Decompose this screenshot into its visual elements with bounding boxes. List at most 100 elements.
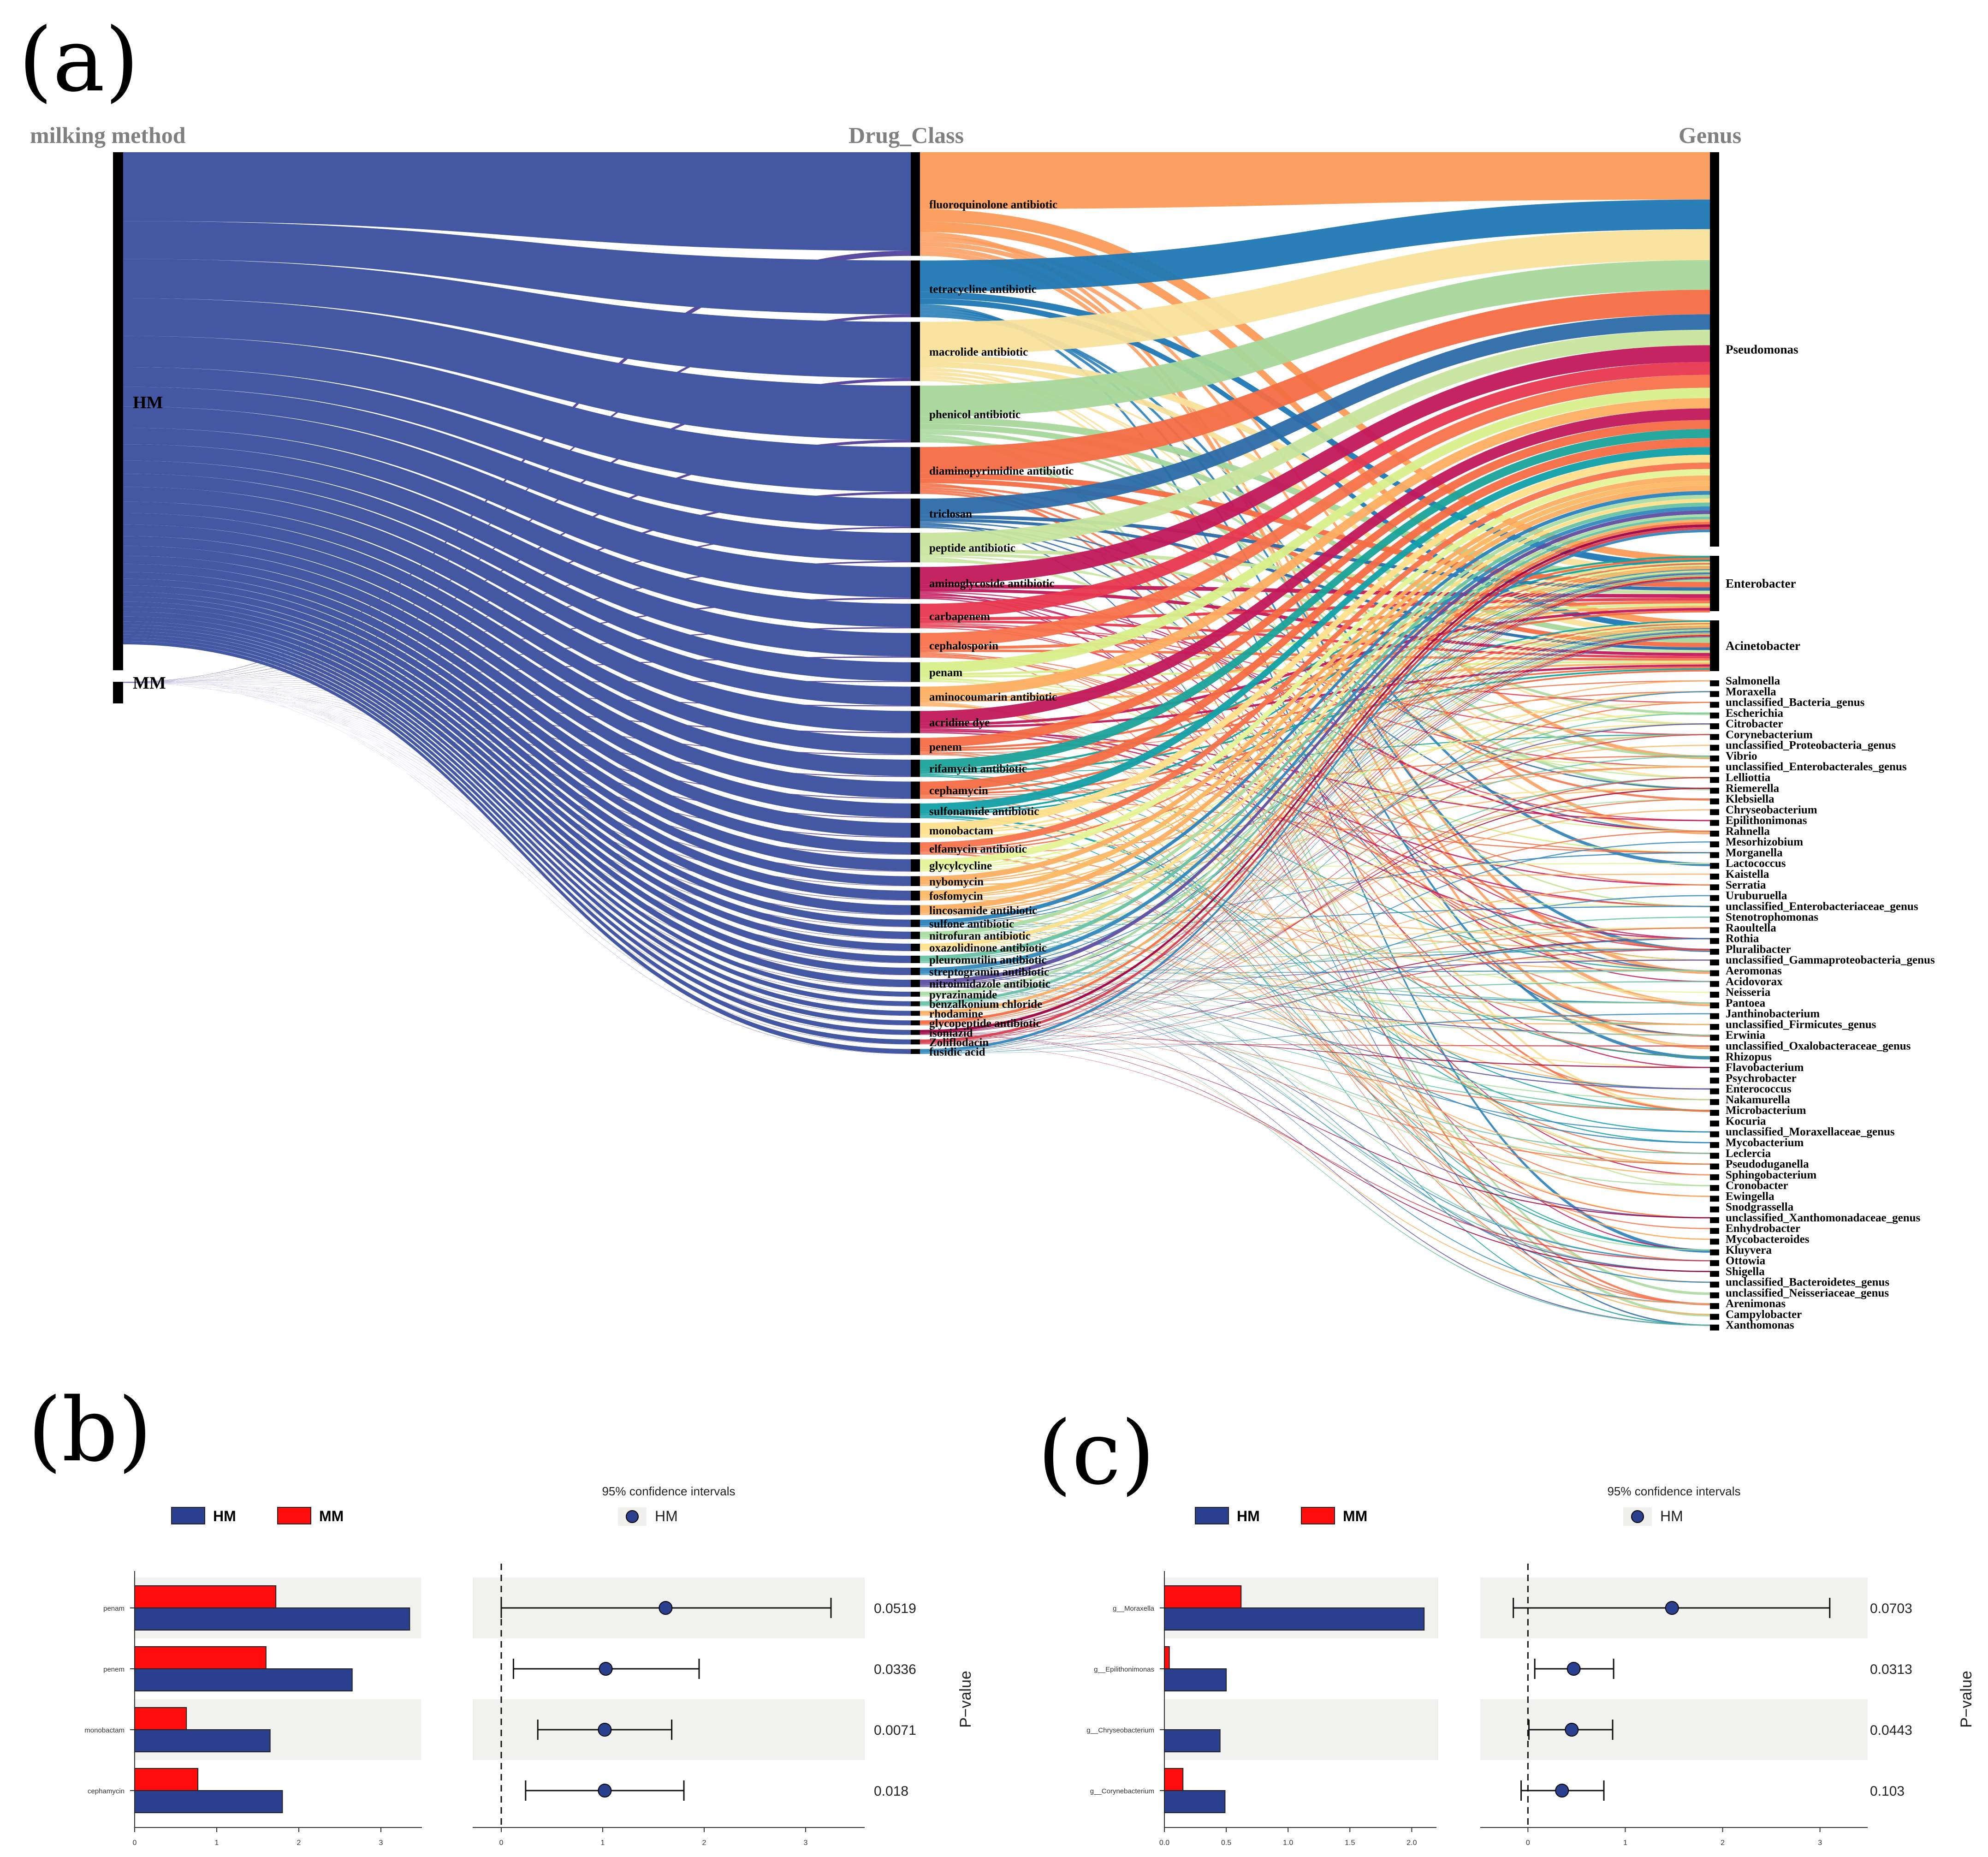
node-label-nakamurella: Nakamurella <box>1726 1094 1790 1106</box>
node-nakamurella <box>1710 1099 1719 1105</box>
link-pleuromutilin-antibiotic-pantoea <box>920 962 1710 1004</box>
node-leclercia <box>1710 1153 1719 1159</box>
node-label-kocuria: Kocuria <box>1726 1115 1766 1127</box>
link-rifamycin-antibiotic-pseudomonas <box>920 429 1710 769</box>
link-aminocoumarin-antibiotic-mycobacteroides <box>920 703 1710 1240</box>
node-label-moraxella: Moraxella <box>1726 685 1776 698</box>
link-lincosamide-antibiotic-aeromonas <box>920 914 1710 972</box>
link-sulfonamide-antibiotic-pseudomonas <box>920 447 1710 812</box>
node-label-streptogramin-antibiotic: streptogramin antibiotic <box>929 966 1049 978</box>
node-pluralibacter <box>1710 948 1719 955</box>
legend-mm-label: MM <box>319 1508 344 1524</box>
node-lelliottia <box>1710 777 1719 783</box>
node-label-morganella: Morganella <box>1726 846 1783 859</box>
node-label-chryseobacterium: Chryseobacterium <box>1726 804 1817 816</box>
link-streptogramin-antibiotic-acinetobacter <box>920 631 1710 974</box>
link-acridine-dye-rothia <box>920 732 1710 940</box>
node-corynebacterium <box>1710 734 1719 740</box>
node-label-arenimonas: Arenimonas <box>1726 1298 1786 1310</box>
node-label-fusidic-acid: fusidic acid <box>929 1046 985 1059</box>
link-hm-triclosan <box>123 367 911 527</box>
ci-tick-label-1: 1 <box>601 1839 605 1847</box>
node-klebsiella <box>1710 798 1719 804</box>
node-rahnella <box>1710 830 1719 837</box>
node-serratia <box>1710 884 1719 891</box>
link-mm-nitrofuran-antibiotic <box>123 683 911 939</box>
node-label-aminoglycoside-antibiotic: aminoglycoside antibiotic <box>929 577 1055 590</box>
ci-legend-dot <box>626 1510 639 1523</box>
node-label-fluoroquinolone-antibiotic: fluoroquinolone antibiotic <box>929 198 1057 211</box>
link-cephamycin-enterobacter <box>920 558 1710 793</box>
link-zoliflodacin-unclassified-oxalobacteraceae-genus <box>920 1043 1710 1047</box>
legend-hm-label: HM <box>1237 1508 1260 1524</box>
bar-legend: HM MM <box>171 1507 344 1524</box>
node-label-unclassified-proteobacteria-genus: unclassified_Proteobacteria_genus <box>1726 739 1896 752</box>
link-penam-rahnella <box>920 679 1710 832</box>
node-janthinobacterium <box>1710 1013 1719 1019</box>
pvalue-g-corynebacterium: 0.103 <box>1870 1784 1905 1799</box>
ci-legend-label: HM <box>655 1508 678 1524</box>
link-mm-rhodamine <box>123 683 911 1016</box>
link-hm-aminocoumarin-antibiotic <box>123 474 911 706</box>
node-moraxella <box>1710 691 1719 697</box>
node-microbacterium <box>1710 1110 1719 1116</box>
node-shigella <box>1710 1271 1719 1277</box>
link-macrolide-antibiotic-microbacterium <box>920 375 1710 1112</box>
node-acidovorax <box>1710 981 1719 987</box>
link-hm-zoliflodacin <box>123 637 911 1044</box>
link-hm-sulfone-antibiotic <box>123 592 911 927</box>
link-oxazolidinone-antibiotic-unclassified-firmicutes-genus <box>920 951 1710 1025</box>
link-hm-elfamycin-antibiotic <box>123 555 911 854</box>
link-isoniazid-rothia <box>920 938 1710 1035</box>
sankey-chart: HM MM fluoroquinolone antibiotic tetracycli… <box>30 122 1935 1332</box>
link-monobactam-riemerella <box>920 787 1710 836</box>
link-phenicol-antibiotic-escherichia <box>920 432 1710 715</box>
link-sulfonamide-antibiotic-mycobacterium <box>920 815 1710 1143</box>
link-rifamycin-antibiotic-acinetobacter <box>920 668 1710 773</box>
link-cephamycin-ottowia <box>920 796 1710 1262</box>
node-label-carbapenem: carbapenem <box>929 611 990 623</box>
node-label-unclassified-gammaproteobacteria-genus: unclassified_Gammaproteobacteria_genus <box>1726 954 1935 966</box>
node-unclassified-bacteroidetes-genus <box>1710 1281 1719 1288</box>
node-nitrofuran-antibiotic <box>911 931 920 939</box>
link-monobactam-unclassified-xanthomonadaceae-genus <box>920 834 1710 1219</box>
link-hm-rhodamine <box>123 628 911 1016</box>
node-label-campylobacter: Campylobacter <box>1726 1308 1802 1321</box>
node-label-penem: penem <box>929 741 962 753</box>
column-title-milking-method: milking method <box>30 122 186 148</box>
link-sulfone-antibiotic-unclassified-enterobacteriaceae-genus <box>920 905 1710 927</box>
link-benzalkonium-chloride-pseudomonas <box>920 517 1710 1004</box>
link-hm-isoniazid <box>123 634 911 1035</box>
link-penam-pseudoduganella <box>920 680 1710 1165</box>
link-nybomycin-pseudomonas <box>920 475 1710 882</box>
link-penem-unclassified-enterobacteriaceae-genus <box>920 754 1710 907</box>
link-hm-cephamycin <box>123 524 911 798</box>
link-hm-fluoroquinolone-antibiotic <box>123 152 911 251</box>
link-penem-leclercia <box>920 751 1710 1154</box>
link-pleuromutilin-antibiotic-pseudomonas <box>920 502 1710 960</box>
node-enterococcus <box>1710 1088 1719 1095</box>
link-fusidic-acid-uruburuella <box>920 895 1710 1054</box>
node-label-phenicol-antibiotic: phenicol antibiotic <box>929 409 1021 421</box>
link-aminoglycoside-antibiotic-rahnella <box>920 591 1710 832</box>
node-epilithonimonas <box>1710 820 1719 826</box>
link-nitrofuran-antibiotic-acinetobacter <box>920 629 1710 938</box>
link-pyrazinamide-acinetobacter <box>920 632 1710 996</box>
node-label-unclassified-bacteroidetes-genus: unclassified_Bacteroidetes_genus <box>1726 1276 1889 1289</box>
link-hm-phenicol-antibiotic <box>123 298 911 440</box>
bar-mm-g-moraxella <box>1164 1585 1242 1608</box>
bar-hm-cephamycin <box>134 1790 283 1813</box>
panel-label-c: (c) <box>1038 1402 1155 1504</box>
node-acridine-dye <box>911 711 920 733</box>
link-glycylcycline-pseudomonas <box>920 469 1710 866</box>
node-label-acidovorax: Acidovorax <box>1726 976 1783 988</box>
node-label-aminocoumarin-antibiotic: aminocoumarin antibiotic <box>929 691 1057 703</box>
node-sphingobacterium <box>1710 1174 1719 1180</box>
link-aminoglycoside-antibiotic-acidovorax <box>920 594 1710 982</box>
link-fusidic-acid-moraxella <box>920 691 1710 1054</box>
link-benzalkonium-chloride-microbacterium <box>920 1006 1710 1111</box>
ci-title: 95% confidence intervals <box>1607 1484 1740 1498</box>
node-rothia <box>1710 938 1719 944</box>
node-label-penam: penam <box>929 667 962 679</box>
node-carbapenem <box>911 603 920 629</box>
